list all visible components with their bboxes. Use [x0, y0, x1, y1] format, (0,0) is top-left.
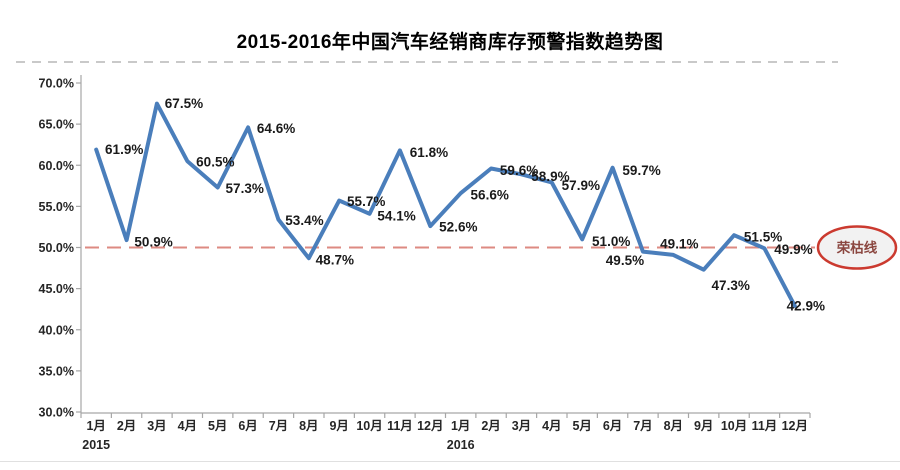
y-axis-label: 40.0% [39, 323, 74, 337]
x-axis-label: 10月 [721, 419, 747, 433]
x-axis-label: 3月 [147, 419, 166, 433]
data-point-label: 59.6% [500, 163, 538, 178]
x-axis-label: 12月 [417, 419, 443, 433]
y-axis-label: 60.0% [39, 159, 74, 173]
bottom-border [0, 461, 900, 462]
data-point-label: 47.3% [712, 278, 750, 293]
data-point-label: 67.5% [165, 96, 203, 111]
x-axis-label: 5月 [208, 419, 227, 433]
y-axis-label: 65.0% [39, 118, 74, 132]
y-axis-label: 55.0% [39, 200, 74, 214]
index-series-line [94, 101, 797, 308]
data-point-label: 42.9% [787, 298, 825, 313]
x-axis-label: 2月 [481, 419, 500, 433]
x-axis-label: 3月 [512, 419, 531, 433]
data-point-label: 55.7% [347, 194, 385, 209]
data-point-label: 60.5% [196, 155, 234, 170]
x-axis-label: 1月 [86, 419, 105, 433]
data-point-label: 61.8% [410, 145, 448, 160]
x-axis-label: 8月 [664, 419, 683, 433]
x-axis-label: 9月 [329, 419, 348, 433]
x-axis-label: 4月 [178, 419, 197, 433]
data-point-label: 48.7% [316, 253, 354, 268]
data-point-label: 58.9% [531, 169, 569, 184]
data-point-label: 49.5% [606, 253, 644, 268]
data-point-label: 56.6% [471, 188, 509, 203]
data-point-label: 51.5% [744, 230, 782, 245]
boom-bust-line-annotation-label: 荣枯线 [836, 239, 878, 255]
x-axis-label: 4月 [542, 419, 561, 433]
boom-bust-line-annotation-ellipse [816, 225, 898, 270]
x-axis-label: 1月 [451, 419, 470, 433]
title-separator [16, 61, 838, 63]
x-axis-label: 8月 [299, 419, 318, 433]
x-axis-label: 5月 [572, 419, 591, 433]
y-axis-label: 70.0% [39, 77, 74, 91]
x-axis-label: 12月 [782, 419, 808, 433]
x-axis-year-label: 2015 [82, 438, 110, 452]
x-axis-label: 6月 [603, 419, 622, 433]
data-point-label: 53.4% [285, 213, 323, 228]
data-point-label: 51.0% [592, 234, 630, 249]
y-axis-label: 35.0% [39, 364, 74, 378]
data-point-label: 61.9% [105, 142, 143, 157]
data-point-label: 59.7% [622, 163, 660, 178]
x-axis-label: 11月 [752, 419, 778, 433]
x-axis-label: 2月 [117, 419, 136, 433]
data-point-label: 49.9% [774, 242, 812, 257]
data-point-label: 57.9% [562, 178, 600, 193]
data-point-label: 64.6% [257, 121, 295, 136]
x-axis-label: 6月 [238, 419, 257, 433]
data-point-label: 52.6% [439, 220, 477, 235]
x-axis-label: 7月 [633, 419, 652, 433]
x-axis-label: 11月 [387, 419, 413, 433]
data-point-label: 57.3% [226, 181, 264, 196]
data-point-label: 50.9% [134, 235, 172, 250]
x-axis-label: 7月 [269, 419, 288, 433]
x-axis-year-label: 2016 [447, 438, 475, 452]
y-axis-label: 45.0% [39, 282, 74, 296]
data-point-label: 49.1% [660, 236, 698, 251]
data-point-label: 54.1% [377, 208, 415, 223]
y-axis-label: 30.0% [39, 406, 74, 420]
x-axis-label: 9月 [694, 419, 713, 433]
y-axis-label: 50.0% [39, 241, 74, 255]
chart-title: 2015-2016年中国汽车经销商库存预警指数趋势图 [236, 32, 664, 53]
x-axis-label: 10月 [356, 419, 382, 433]
